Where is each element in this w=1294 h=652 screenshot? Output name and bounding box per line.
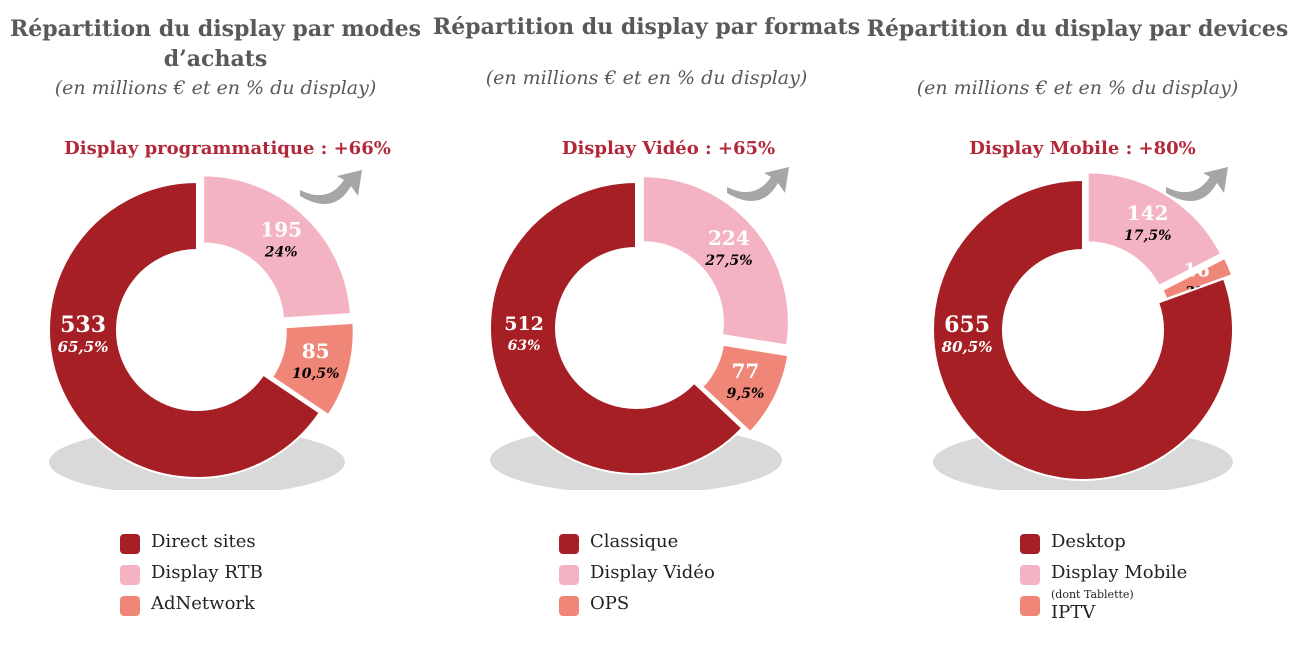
- percent-label: 65,5%: [58, 338, 109, 356]
- percent-label: 27,5%: [704, 253, 752, 269]
- legend-swatch: [559, 534, 579, 554]
- growth-highlight: Display Vidéo : +65%: [561, 138, 776, 159]
- chart-title: Répartition du display par formats: [432, 14, 861, 40]
- growth-arrow-icon: [300, 170, 362, 204]
- legend-label: OPS: [590, 593, 630, 614]
- slice-display-video: [641, 175, 790, 347]
- legend-swatch: [559, 596, 579, 616]
- growth-arrow-icon: [1166, 167, 1228, 201]
- donut-chart: 224 27,5% 77 9,5% 512 63%: [489, 167, 790, 490]
- legend-swatch: [1020, 534, 1040, 554]
- chart-subtitle: (en millions € et en % du display): [916, 77, 1239, 99]
- legend-note: (dont Tablette): [1051, 588, 1134, 601]
- growth-highlight: Display Mobile : +80%: [969, 138, 1196, 159]
- legend-label: Display Vidéo: [590, 562, 715, 583]
- legend-swatch: [120, 565, 140, 585]
- value-label: 512: [504, 313, 544, 335]
- slice-desktop: [932, 178, 1234, 481]
- legend-label: AdNetwork: [151, 593, 255, 614]
- slice-display-rtb: [202, 174, 352, 320]
- legend-swatch: [120, 534, 140, 554]
- slice-direct-sites: [48, 180, 322, 479]
- growth-arrow-icon: [727, 167, 789, 201]
- legend-label: Display Mobile: [1051, 562, 1188, 583]
- value-label: 85: [302, 339, 330, 363]
- legend-label: IPTV: [1051, 602, 1096, 623]
- percent-label: 24%: [264, 244, 298, 260]
- value-label: 142: [1127, 201, 1169, 225]
- value-label: 195: [260, 217, 302, 241]
- value-label: 224: [708, 226, 750, 250]
- value-label: 77: [732, 359, 760, 383]
- value-label: 16: [1183, 259, 1209, 281]
- chart-title: Répartition du display par modes d’achat…: [9, 16, 422, 72]
- legend-swatch: [120, 596, 140, 616]
- percent-label: 9,5%: [727, 386, 765, 402]
- chart-subtitle: (en millions € et en % du display): [485, 67, 808, 89]
- slice-ops: [700, 343, 790, 434]
- legend-label: Classique: [590, 531, 679, 552]
- percent-label: 17,5%: [1124, 228, 1171, 244]
- legend-label: Direct sites: [151, 531, 256, 552]
- legend-swatch: [1020, 596, 1040, 616]
- slice-adnetwork: [270, 321, 355, 417]
- legend-swatch: [559, 565, 579, 585]
- chart-panel-modes-achats: Répartition du display par modes d’achat…: [0, 0, 431, 652]
- chart-subtitle: (en millions € et en % du display): [54, 77, 377, 99]
- growth-highlight: Display programmatique : +66%: [64, 138, 391, 159]
- slice-display-mobile: [1086, 171, 1223, 288]
- legend-swatch: [1020, 565, 1040, 585]
- chart-panel-formats: Répartition du display par formats (en m…: [431, 0, 862, 652]
- chart-panel-devices: Répartition du display par devices (en m…: [862, 0, 1293, 652]
- legend-label: Display RTB: [151, 562, 263, 583]
- percent-label: 63%: [508, 338, 541, 354]
- percent-label: 10,5%: [292, 366, 339, 382]
- slice-classique: [489, 180, 744, 475]
- legend-label: Desktop: [1051, 531, 1126, 552]
- percent-label: 80,5%: [942, 338, 993, 356]
- chart-title: Répartition du display par devices: [866, 16, 1289, 42]
- value-label: 533: [60, 312, 106, 338]
- value-label: 655: [944, 312, 990, 338]
